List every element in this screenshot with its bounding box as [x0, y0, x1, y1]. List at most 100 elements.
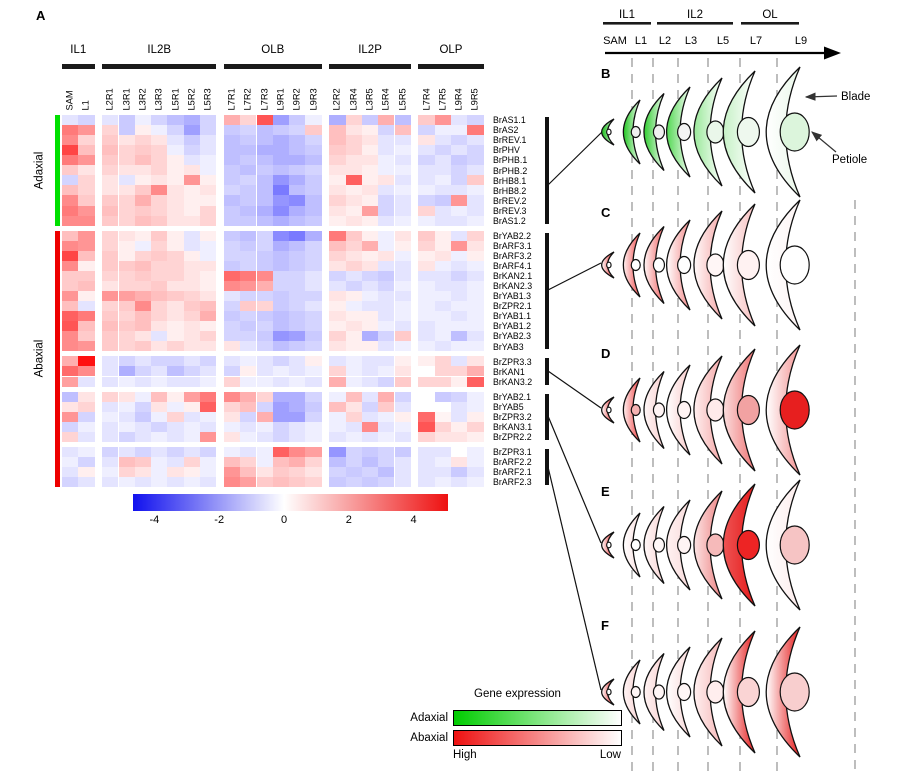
leaf-petiole-B-L1 — [630, 125, 641, 139]
gene-label: BrAS1.1 — [493, 115, 526, 126]
heatmap-cell — [78, 376, 95, 387]
heatmap-cell — [378, 391, 395, 402]
heatmap-cell — [289, 341, 306, 352]
leaf-panel-D — [601, 344, 810, 476]
heatmap-cell — [134, 175, 152, 186]
leaf-petiole-F-L1 — [630, 685, 641, 699]
heatmap-cell — [361, 291, 379, 302]
heatmap-cell — [361, 230, 379, 241]
heatmap-cell — [289, 175, 306, 186]
heatmap-cell — [118, 341, 135, 352]
leaf-petiole-F-SAM — [606, 688, 612, 696]
heatmap-cell — [118, 175, 135, 186]
heatmap-cell — [467, 280, 484, 291]
heatmap-cell — [305, 125, 322, 136]
heatmap-cell — [305, 250, 322, 261]
heatmap-cell — [151, 125, 168, 136]
heatmap-cell — [223, 215, 241, 226]
leaf-petiole-C-L5 — [706, 253, 725, 277]
heatmap-cell — [167, 270, 184, 281]
heatmap-cell — [78, 135, 95, 146]
heatmap-cell — [240, 240, 257, 251]
heatmap-cell — [394, 311, 411, 322]
blade-callout-line — [804, 92, 838, 101]
gene-label: BrKAN1 — [493, 366, 525, 377]
leaf-petiole-B-L9 — [779, 112, 810, 152]
heatmap-cell — [329, 401, 346, 412]
heatmap-cell — [167, 260, 184, 271]
heatmap-cell — [434, 331, 451, 342]
heatmap-cell — [78, 270, 95, 281]
heatmap-cell — [223, 270, 241, 281]
heatmap-cell — [361, 466, 379, 478]
heatmap-cell — [434, 446, 451, 457]
heatmap-cell — [183, 477, 200, 488]
heatmap-cell — [272, 391, 290, 402]
heatmap-cell — [256, 401, 273, 412]
heatmap-cell — [434, 185, 451, 196]
heatmap-cell — [200, 135, 217, 146]
heatmap-cell — [394, 331, 411, 342]
heatmap-cell — [223, 401, 241, 412]
heatmap-cell — [345, 391, 362, 402]
heatmap-cell — [394, 341, 411, 352]
heatmap-cell — [167, 230, 184, 241]
col-group-bar-IL2P — [329, 64, 411, 69]
heatmap-cell — [451, 240, 468, 251]
heatmap-cell — [78, 205, 95, 216]
col-group-bar-IL1 — [62, 64, 95, 69]
heatmap-cell — [223, 175, 241, 186]
gene-label: BrARF3.2 — [493, 250, 532, 261]
bracket-connector-line — [547, 466, 602, 691]
heatmap-cell — [434, 165, 451, 176]
heatmap-cell — [62, 215, 79, 226]
leaf-panel-F — [601, 626, 810, 758]
heatmap-cell — [102, 165, 119, 176]
gene-label: BrKAN3.2 — [493, 376, 533, 387]
heatmap-cell — [256, 301, 273, 312]
heatmap-cell — [167, 356, 184, 367]
heatmap-cell — [183, 331, 200, 342]
heatmap-cell — [256, 240, 273, 251]
heatmap-cell — [240, 280, 257, 291]
heatmap-cell — [329, 250, 346, 261]
col-group-label-OLP: OLP — [439, 44, 463, 56]
heatmap-cell — [345, 155, 362, 166]
heatmap-cell — [240, 145, 257, 156]
heatmap-cell — [134, 250, 152, 261]
heatmap-cell — [62, 421, 79, 432]
heatmap-cell — [289, 331, 306, 342]
heatmap-cell — [62, 401, 79, 412]
heatmap-cell — [361, 446, 379, 457]
heatmap-cell — [434, 431, 451, 442]
col-group-bar-OLP — [418, 64, 484, 69]
heatmap-cell — [394, 356, 411, 367]
gene-label: BrKAN2.1 — [493, 271, 533, 282]
heatmap-cell — [102, 376, 119, 387]
heatmap-cell — [167, 145, 184, 156]
heatmap-cell — [167, 175, 184, 186]
axis-stage-label: L9 — [795, 35, 807, 47]
heatmap-cell — [200, 215, 217, 226]
heatmap-cell — [167, 391, 184, 402]
heatmap-cell — [183, 366, 200, 377]
heatmap-cell — [361, 205, 379, 216]
heatmap-cell — [361, 401, 379, 412]
heatmap-cell — [167, 215, 184, 226]
heatmap-cell — [467, 477, 484, 488]
heatmap-cell — [345, 230, 362, 241]
heatmap-cell — [78, 260, 95, 271]
heatmap-cell — [418, 260, 435, 271]
panel-label-a: A — [36, 8, 46, 23]
heatmap-cell — [256, 376, 273, 387]
heatmap-cell — [134, 145, 152, 156]
heatmap-cell — [329, 175, 346, 186]
heatmap-cell — [223, 205, 241, 216]
heatmap-cell — [200, 205, 217, 216]
heatmap-cell — [240, 165, 257, 176]
heatmap-cell — [102, 411, 119, 422]
heatmap-cell — [289, 301, 306, 312]
heatmap-cell — [305, 446, 322, 457]
heatmap-cell — [240, 431, 257, 442]
heatmap-cell — [272, 466, 290, 478]
